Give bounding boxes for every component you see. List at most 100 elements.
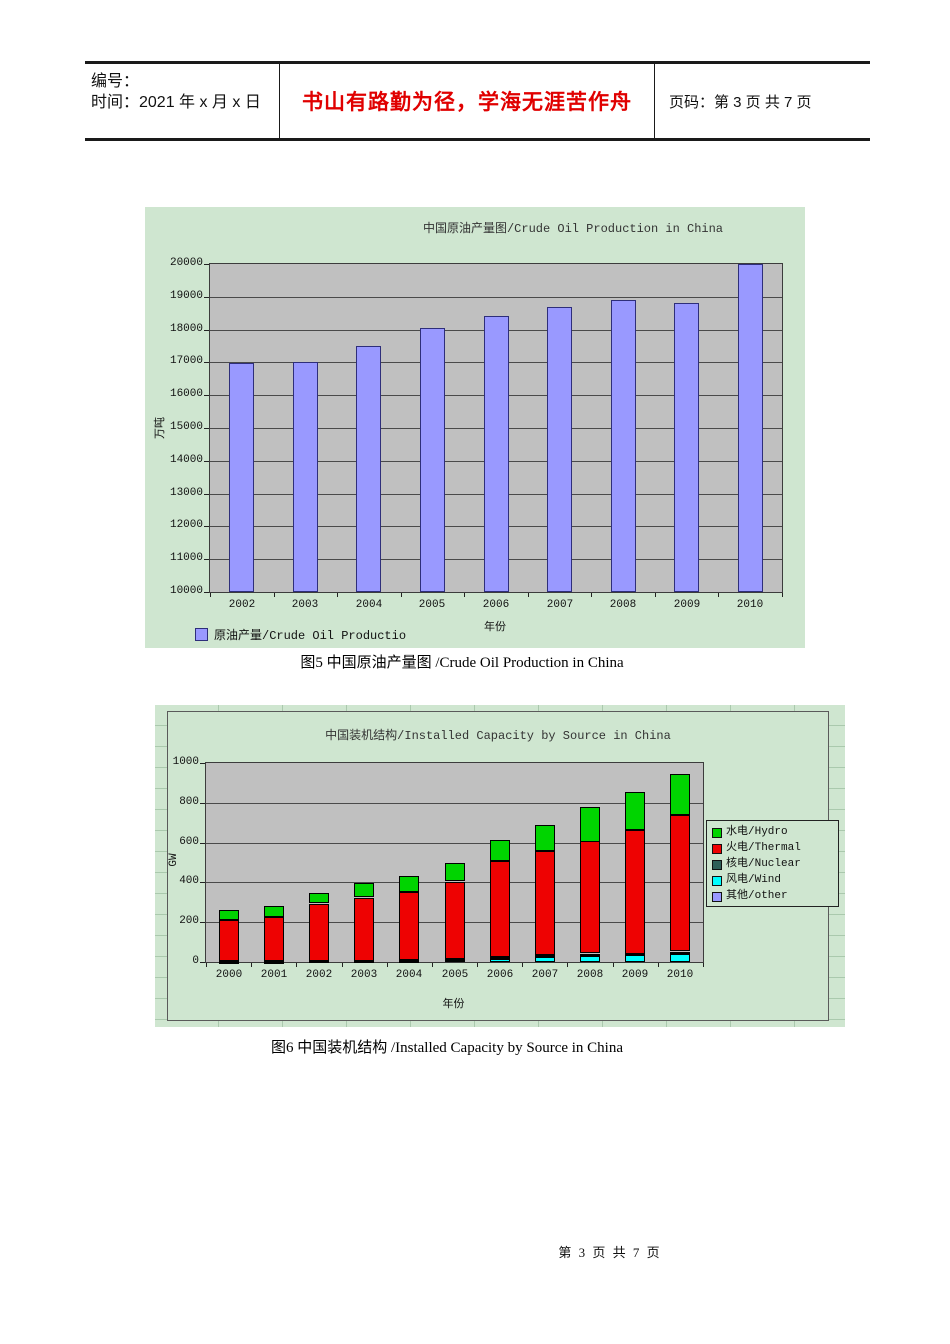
legend-label: 核电/Nuclear xyxy=(726,858,801,870)
bar-2003 xyxy=(293,362,318,592)
y-axis-tick-label: 15000 xyxy=(169,421,203,433)
x-axis-tick xyxy=(387,963,388,967)
y-axis-tick xyxy=(204,461,209,462)
y-axis-tick xyxy=(204,330,209,331)
bar-segment-2006 xyxy=(490,840,510,861)
x-axis-tick xyxy=(432,963,433,967)
y-axis-tick xyxy=(204,494,209,495)
plot-area xyxy=(205,762,704,964)
x-axis-tick-label: 2006 xyxy=(486,969,514,981)
x-axis-title: 年份 xyxy=(442,999,465,1011)
y-axis-title: 万吨 xyxy=(155,417,167,439)
x-axis-tick xyxy=(251,963,252,967)
x-axis-tick xyxy=(477,963,478,967)
y-axis-tick-label: 0 xyxy=(192,955,199,967)
figure5-caption: 图5 中国原油产量图 /Crude Oil Production in Chin… xyxy=(300,655,624,671)
legend-label: 其他/other xyxy=(726,890,788,902)
x-axis-tick-label: 2008 xyxy=(576,969,604,981)
legend-item-水电/Hydro: 水电/Hydro xyxy=(712,826,834,839)
y-axis-tick xyxy=(200,803,205,804)
bar-segment-2004 xyxy=(399,960,419,962)
bar-segment-2007 xyxy=(535,955,555,957)
bar-segment-2006 xyxy=(490,957,510,959)
bar-segment-2006 xyxy=(490,861,510,957)
x-axis-tick xyxy=(206,963,207,967)
y-axis-tick-label: 20000 xyxy=(169,257,203,269)
y-axis-tick xyxy=(200,922,205,923)
legend-item-其他/other: 其他/other xyxy=(712,890,834,903)
legend-item-火电/Thermal: 火电/Thermal xyxy=(712,842,834,855)
x-axis-tick-label: 2010 xyxy=(666,969,694,981)
bar-segment-2006 xyxy=(490,959,510,962)
x-axis-tick xyxy=(782,593,783,597)
y-axis-tick xyxy=(204,264,209,265)
x-axis-tick-label: 2005 xyxy=(418,599,446,611)
legend-item-风电/Wind: 风电/Wind xyxy=(712,874,834,887)
bar-segment-2007 xyxy=(535,851,555,955)
bar-segment-2007 xyxy=(535,957,555,962)
legend-label: 风电/Wind xyxy=(726,874,782,886)
bar-segment-2010 xyxy=(670,774,690,815)
bar-segment-2010 xyxy=(670,952,690,954)
y-axis-tick xyxy=(200,843,205,844)
x-axis-tick-label: 2007 xyxy=(531,969,559,981)
bar-segment-2003 xyxy=(354,898,374,961)
bar-segment-2001 xyxy=(264,906,284,917)
bar-segment-2003 xyxy=(354,883,374,897)
header-cell-page: 页码：第 3 页 共 7 页 xyxy=(655,64,870,138)
header-number-label: 编号： xyxy=(91,73,140,90)
bar-segment-2008 xyxy=(580,841,600,953)
x-axis-tick xyxy=(342,963,343,967)
figure6-installed-capacity-chart[interactable]: 中国装机结构/Installed Capacity by Source in C… xyxy=(155,705,845,1027)
y-axis-tick xyxy=(200,763,205,764)
legend-swatch xyxy=(712,891,722,902)
header-table: 编号： 时间：2021 年 x 月 x 日 书山有路勤为径，学海无涯苦作舟 页码… xyxy=(85,61,870,141)
y-axis-tick-label: 400 xyxy=(179,875,199,887)
chart-legend: 原油产量/Crude Oil Productio xyxy=(195,626,406,643)
bar-segment-2009 xyxy=(625,830,645,954)
header-cell-meta: 编号： 时间：2021 年 x 月 x 日 xyxy=(85,64,280,138)
y-axis-tick-label: 1000 xyxy=(172,756,199,768)
bar-2008 xyxy=(611,300,636,592)
legend-label: 火电/Thermal xyxy=(726,842,801,854)
bar-2010 xyxy=(738,264,763,592)
bar-2004 xyxy=(356,346,381,592)
gridline xyxy=(206,843,703,844)
bar-segment-2004 xyxy=(399,892,419,960)
x-axis-tick xyxy=(613,963,614,967)
y-axis-tick-label: 16000 xyxy=(169,388,203,400)
bar-segment-2010 xyxy=(670,815,690,951)
x-axis-tick-label: 2006 xyxy=(482,599,510,611)
figure5-crude-oil-chart[interactable]: 中国原油产量图/Crude Oil Production in China 100… xyxy=(145,207,805,648)
bar-2005 xyxy=(420,328,445,592)
x-axis-title: 年份 xyxy=(484,622,506,634)
bar-segment-2008 xyxy=(580,954,600,956)
bar-segment-2005 xyxy=(445,863,465,881)
bar-segment-2004 xyxy=(399,876,419,892)
bar-segment-2007 xyxy=(535,825,555,851)
chart-legend: 水电/Hydro 火电/Thermal 核电/Nuclear 风电/Wind 其他/ot… xyxy=(706,820,839,907)
legend-swatch xyxy=(712,827,722,838)
y-axis-tick xyxy=(204,559,209,560)
bar-2006 xyxy=(484,316,509,592)
legend-swatch xyxy=(712,875,722,886)
y-axis-tick-label: 17000 xyxy=(169,355,203,367)
x-axis-tick xyxy=(337,593,338,597)
x-axis-tick xyxy=(296,963,297,967)
x-axis-tick-label: 2010 xyxy=(736,599,764,611)
y-axis-tick xyxy=(204,592,209,593)
y-axis-tick xyxy=(204,526,209,527)
header-page-label: 页码：第 3 页 共 7 页 xyxy=(669,93,812,111)
bar-segment-2008 xyxy=(580,956,600,962)
x-axis-tick xyxy=(210,593,211,597)
header-time-label: 时间：2021 年 x 月 x 日 xyxy=(91,94,261,111)
x-axis-tick-label: 2005 xyxy=(441,969,469,981)
x-axis-tick xyxy=(274,593,275,597)
y-axis-tick-label: 11000 xyxy=(169,552,203,564)
bar-segment-2000 xyxy=(219,961,239,963)
x-axis-tick xyxy=(522,963,523,967)
x-axis-tick-label: 2004 xyxy=(395,969,423,981)
bar-segment-2010 xyxy=(670,954,690,962)
x-axis-tick-label: 2000 xyxy=(215,969,243,981)
y-axis-tick xyxy=(204,297,209,298)
